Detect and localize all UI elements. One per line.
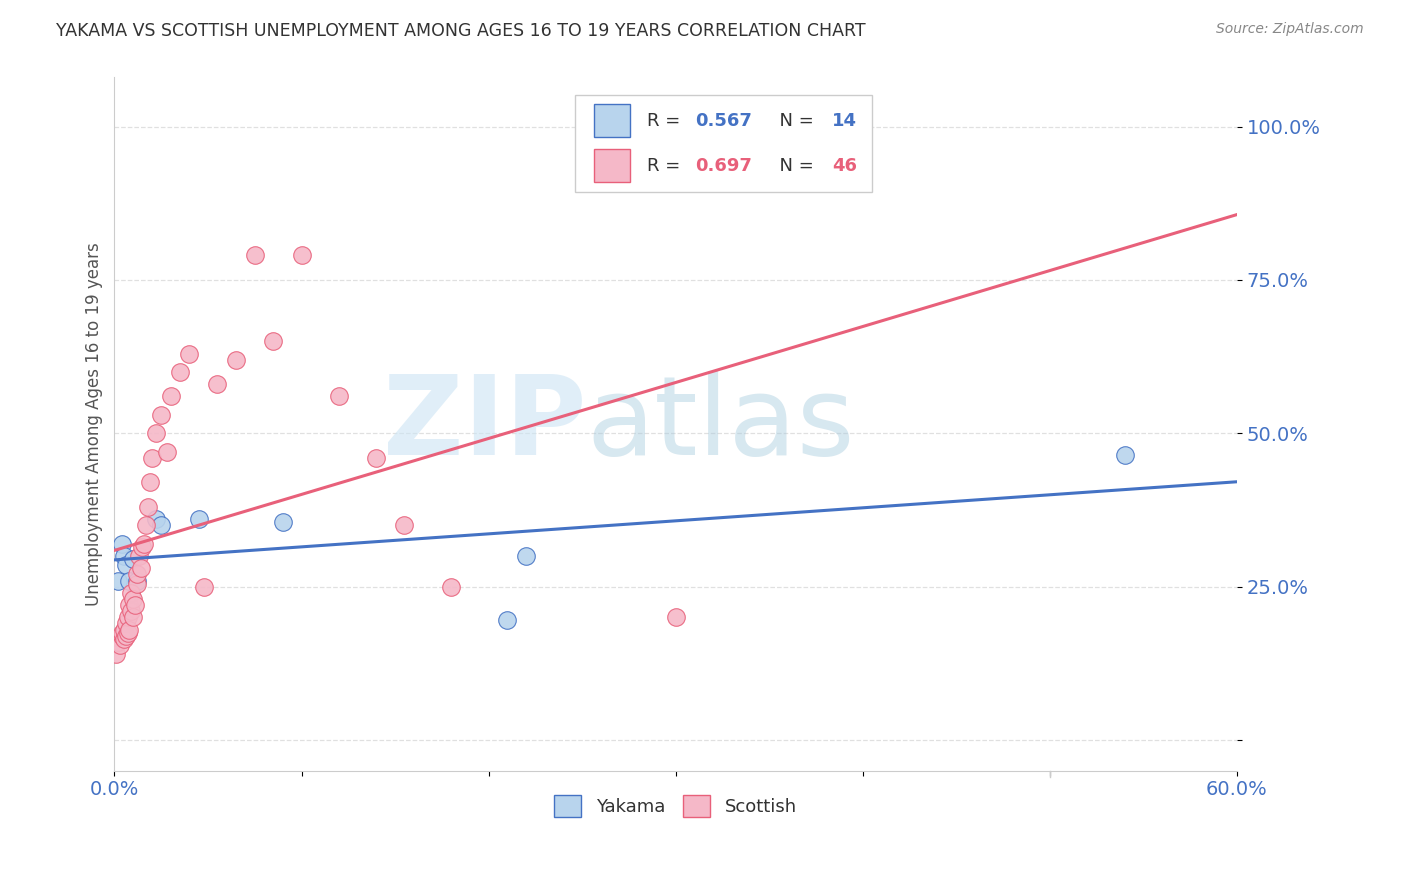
Point xyxy=(328,389,350,403)
Point xyxy=(169,365,191,379)
Point xyxy=(145,512,167,526)
Point xyxy=(118,574,141,588)
Point xyxy=(271,515,294,529)
Point xyxy=(131,540,153,554)
Point xyxy=(243,248,266,262)
Point xyxy=(145,426,167,441)
Point xyxy=(134,537,156,551)
Text: atlas: atlas xyxy=(586,370,855,477)
Point xyxy=(118,598,141,612)
Point xyxy=(125,574,148,588)
Point xyxy=(136,500,159,514)
Point xyxy=(290,248,312,262)
Point xyxy=(107,574,129,588)
Point xyxy=(193,580,215,594)
Point xyxy=(141,450,163,465)
Point xyxy=(122,610,145,624)
Point xyxy=(111,625,134,640)
Text: 14: 14 xyxy=(832,112,856,129)
Point xyxy=(150,518,173,533)
Point xyxy=(394,518,416,533)
Text: N =: N = xyxy=(768,112,820,129)
Point xyxy=(114,616,136,631)
Point xyxy=(111,629,134,643)
Point xyxy=(150,408,173,422)
Point xyxy=(122,591,145,606)
Point xyxy=(117,610,139,624)
FancyBboxPatch shape xyxy=(593,149,630,183)
Point xyxy=(515,549,537,563)
Point xyxy=(122,552,145,566)
Point xyxy=(496,613,519,627)
Point xyxy=(129,561,152,575)
Point xyxy=(128,549,150,563)
Text: ZIP: ZIP xyxy=(382,370,586,477)
FancyBboxPatch shape xyxy=(593,104,630,137)
Point xyxy=(440,580,463,594)
Point xyxy=(125,567,148,582)
Point xyxy=(156,444,179,458)
Text: R =: R = xyxy=(647,112,686,129)
Point xyxy=(179,346,201,360)
Point xyxy=(207,377,229,392)
Point xyxy=(125,576,148,591)
Point xyxy=(187,512,209,526)
Point xyxy=(159,389,181,403)
Legend: Yakama, Scottish: Yakama, Scottish xyxy=(547,788,804,824)
Point xyxy=(112,632,135,646)
Point xyxy=(112,549,135,563)
Point xyxy=(225,352,247,367)
Point xyxy=(665,610,688,624)
Text: Source: ZipAtlas.com: Source: ZipAtlas.com xyxy=(1216,22,1364,37)
Point xyxy=(135,518,157,533)
Point xyxy=(366,450,388,465)
Point xyxy=(120,586,142,600)
Point xyxy=(117,625,139,640)
Point xyxy=(105,647,128,661)
Point xyxy=(107,635,129,649)
Point xyxy=(124,598,146,612)
Point xyxy=(120,604,142,618)
FancyBboxPatch shape xyxy=(575,95,872,192)
Point xyxy=(114,629,136,643)
Point xyxy=(108,638,131,652)
Point xyxy=(114,558,136,573)
Point xyxy=(1114,448,1136,462)
Point xyxy=(139,475,162,490)
Y-axis label: Unemployment Among Ages 16 to 19 years: Unemployment Among Ages 16 to 19 years xyxy=(86,243,103,606)
Text: R =: R = xyxy=(647,157,686,175)
Text: 46: 46 xyxy=(832,157,856,175)
Point xyxy=(112,623,135,637)
Point xyxy=(111,537,134,551)
Point xyxy=(262,334,284,349)
Text: 0.697: 0.697 xyxy=(695,157,752,175)
Text: 0.567: 0.567 xyxy=(695,112,752,129)
Point xyxy=(118,623,141,637)
Text: N =: N = xyxy=(768,157,820,175)
Text: YAKAMA VS SCOTTISH UNEMPLOYMENT AMONG AGES 16 TO 19 YEARS CORRELATION CHART: YAKAMA VS SCOTTISH UNEMPLOYMENT AMONG AG… xyxy=(56,22,866,40)
